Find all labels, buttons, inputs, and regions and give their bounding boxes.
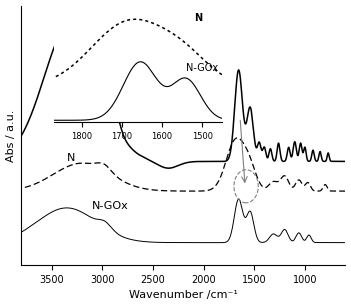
Text: GOx: GOx (59, 71, 84, 81)
Text: N-GOx: N-GOx (92, 201, 129, 211)
Text: N: N (67, 153, 75, 163)
X-axis label: Wavenumber /cm⁻¹: Wavenumber /cm⁻¹ (129, 290, 238, 300)
Y-axis label: Abs / a.u.: Abs / a.u. (6, 109, 15, 162)
